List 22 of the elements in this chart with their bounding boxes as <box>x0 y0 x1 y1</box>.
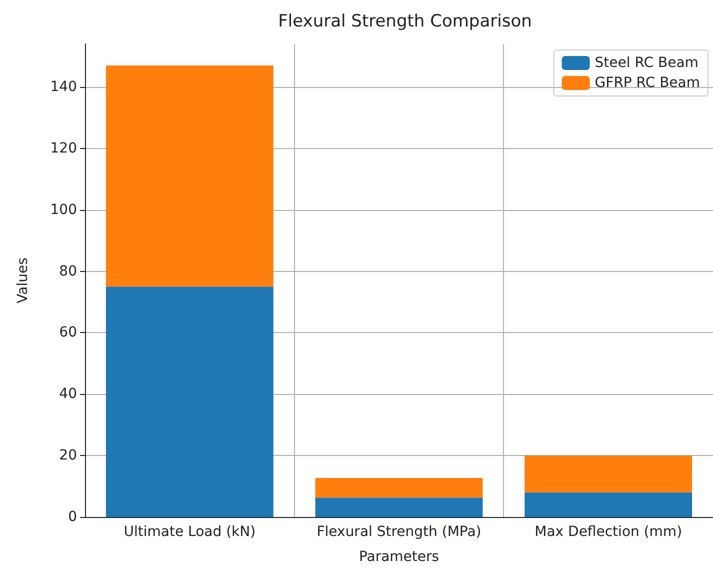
bar <box>106 66 274 287</box>
y-tick-label: 0 <box>68 509 77 525</box>
y-tick-label: 20 <box>59 448 77 464</box>
y-tick-label: 40 <box>59 386 77 402</box>
bar <box>106 286 274 517</box>
x-axis-title: Parameters <box>358 549 440 565</box>
y-tick-label: 100 <box>50 202 77 218</box>
legend-label: Steel RC Beam <box>594 55 698 71</box>
bar <box>315 478 483 498</box>
y-axis-title: Values <box>15 258 31 304</box>
chart-title: Flexural Strength Comparison <box>278 12 532 32</box>
y-tick-label: 60 <box>59 324 77 341</box>
y-tick-label: 80 <box>59 263 77 280</box>
y-tick-label: 140 <box>50 79 77 95</box>
legend-label: GFRP RC Beam <box>594 75 700 91</box>
bar <box>315 498 483 517</box>
y-tick-label: 120 <box>50 140 77 156</box>
bar <box>524 492 692 517</box>
x-tick-label: Ultimate Load (kN) <box>124 524 256 540</box>
bar <box>524 456 692 492</box>
x-tick-label: Max Deflection (mm) <box>534 524 682 540</box>
x-tick-label: Flexural Strength (MPa) <box>316 524 482 540</box>
